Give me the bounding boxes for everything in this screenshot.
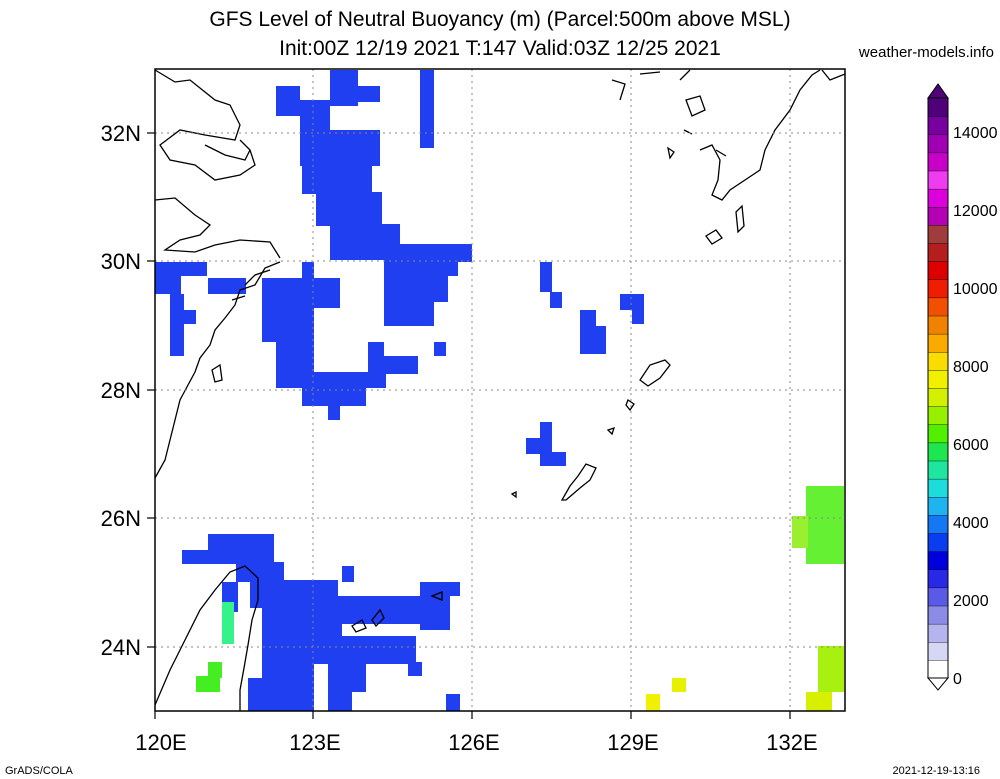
shaded-field-high (196, 486, 844, 711)
colorbar-boxes (927, 97, 949, 679)
map-title: GFS Level of Neutral Buoyancy (m) (Parce… (209, 8, 791, 31)
colorbar-box (927, 424, 949, 444)
colorbar-box (927, 242, 949, 262)
colorbar-box (927, 206, 949, 226)
colorbar-label: 4000 (953, 515, 989, 532)
colorbar-box (927, 369, 949, 389)
footer-timestamp: 2021-12-19-13:16 (892, 765, 980, 777)
colorbar-box (927, 115, 949, 135)
colorbar-label: 10000 (953, 281, 998, 298)
colorbar-box (927, 152, 949, 172)
x-tick-label: 126E (448, 730, 499, 755)
y-axis-labels: 32N 30N 28N 26N 24N (101, 121, 141, 660)
colorbar-box (927, 460, 949, 480)
colorbar-box (927, 569, 949, 589)
map-subtitle: Init:00Z 12/19 2021 T:147 Valid:03Z 12/2… (279, 37, 721, 60)
y-tick-label: 30N (101, 249, 141, 274)
colorbar-box (927, 478, 949, 498)
graticule (155, 69, 845, 711)
colorbar-box (927, 260, 949, 280)
colorbar-box (927, 170, 949, 190)
colorbar-box (927, 134, 949, 154)
colorbar-box (927, 550, 949, 570)
colorbar-min-arrow (926, 677, 950, 691)
colorbar-box (927, 496, 949, 516)
x-tick-label: 123E (289, 730, 340, 755)
colorbar-label: 2000 (953, 593, 989, 610)
coastlines (154, 69, 846, 711)
y-tick-label: 28N (101, 378, 141, 403)
site-watermark: weather-models.info (858, 44, 994, 61)
colorbar-box (927, 351, 949, 371)
colorbar-box (927, 442, 949, 462)
colorbar-box (927, 623, 949, 643)
colorbar-box (927, 188, 949, 208)
colorbar-label: 6000 (953, 437, 989, 454)
colorbar-labels: 0 2000 4000 6000 8000 10000 12000 14000 (953, 125, 998, 688)
colorbar-box (927, 605, 949, 625)
colorbar: 0 2000 4000 6000 8000 10000 12000 14000 (926, 83, 998, 691)
x-axis-labels: 120E 123E 126E 129E 132E (135, 730, 817, 755)
footer-software: GrADS/COLA (5, 765, 73, 777)
colorbar-box (927, 641, 949, 661)
colorbar-label: 12000 (953, 203, 998, 220)
colorbar-box (927, 514, 949, 534)
colorbar-label: 0 (953, 671, 962, 688)
colorbar-box (927, 387, 949, 407)
colorbar-box (927, 279, 949, 299)
colorbar-box (927, 297, 949, 317)
colorbar-box (927, 659, 949, 679)
x-tick-label: 120E (135, 730, 186, 755)
colorbar-box (927, 587, 949, 607)
colorbar-label: 8000 (953, 359, 989, 376)
colorbar-box (927, 405, 949, 425)
colorbar-max-arrow (927, 83, 949, 99)
colorbar-box (927, 315, 949, 335)
y-tick-label: 32N (101, 121, 141, 146)
y-tick-label: 26N (101, 506, 141, 531)
y-tick-label: 24N (101, 635, 141, 660)
colorbar-box (927, 532, 949, 552)
colorbar-box (927, 224, 949, 244)
x-tick-label: 129E (607, 730, 658, 755)
colorbar-frame (927, 97, 949, 679)
colorbar-box (927, 333, 949, 353)
colorbar-box (927, 97, 949, 117)
tick-marks (147, 132, 791, 719)
map-panel: 120E 123E 126E 129E 132E 32N 30N 28N 26N… (101, 68, 846, 755)
x-tick-label: 132E (766, 730, 817, 755)
colorbar-label: 14000 (953, 125, 998, 142)
